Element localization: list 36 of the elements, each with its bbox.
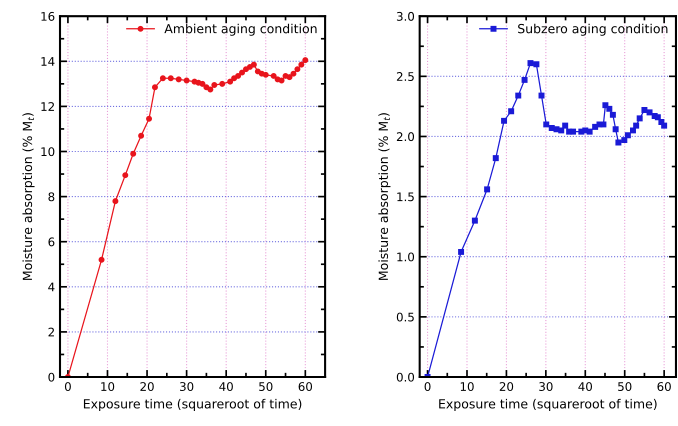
x-tick-label: 60 — [657, 382, 671, 392]
legend-label: Subzero aging condition — [518, 24, 668, 36]
y-tick-label: 1.5 — [397, 192, 414, 202]
y-tick-label: 0.5 — [396, 312, 414, 322]
legend-label: Ambient aging condition — [164, 24, 317, 36]
x-tick-label: 20 — [500, 382, 514, 392]
x-tick-label: 0 — [424, 382, 431, 392]
x-tick-label: 30 — [539, 382, 553, 392]
y-axis-title: Moisture absorption (% M$_{t}$) — [378, 113, 390, 280]
y-tick-label: 16 — [41, 12, 54, 21]
x-tick-label: 50 — [618, 382, 632, 392]
y-tick-label: 2.0 — [396, 132, 414, 142]
x-tick-label: 40 — [219, 382, 233, 392]
y-tick-label: 2.5 — [396, 72, 414, 81]
x-tick-label: 20 — [140, 382, 154, 392]
y-tick-label: 6 — [48, 237, 54, 246]
x-tick-label: 50 — [259, 382, 272, 392]
y-tick-label: 2 — [48, 328, 54, 336]
y-tick-label: 3.0 — [396, 12, 414, 21]
x-tick-label: 40 — [578, 382, 592, 392]
x-tick-label: 30 — [180, 382, 194, 392]
y-tick-label: 14 — [41, 57, 54, 66]
y-tick-label: 12 — [41, 102, 54, 111]
x-tick-label: 10 — [460, 382, 474, 392]
y-tick-label: 4 — [48, 282, 54, 292]
x-tick-label: 60 — [298, 382, 312, 392]
y-tick-label: 0.0 — [396, 372, 414, 382]
x-axis-title: Exposure time (squareroot of time) — [439, 398, 657, 411]
x-tick-label: 0 — [64, 382, 71, 392]
y-tick-label: 8 — [48, 192, 54, 202]
y-tick-label: 1.0 — [397, 252, 414, 262]
y-axis-title: Moisture absorption (% M$_{t}$) — [22, 113, 35, 280]
x-axis-title: Exposure time (squareroot of time) — [84, 398, 302, 411]
x-tick-label: 10 — [101, 382, 114, 392]
y-tick-label: 10 — [41, 147, 54, 156]
y-tick-label: 0 — [48, 372, 54, 382]
